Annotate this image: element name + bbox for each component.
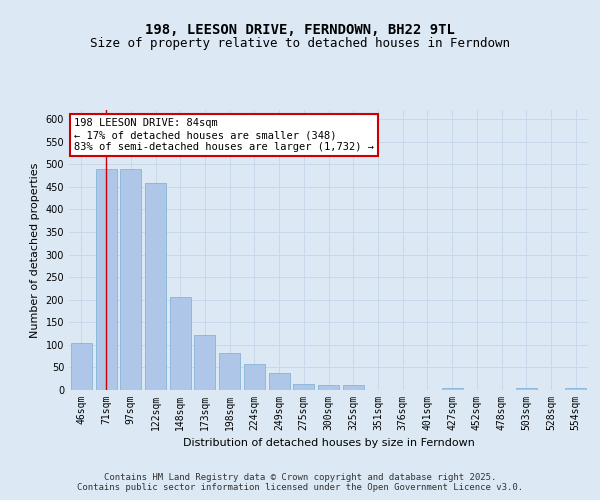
Text: Size of property relative to detached houses in Ferndown: Size of property relative to detached ho… bbox=[90, 38, 510, 51]
Bar bbox=[120, 168, 141, 390]
Text: 198, LEESON DRIVE, FERNDOWN, BH22 9TL: 198, LEESON DRIVE, FERNDOWN, BH22 9TL bbox=[145, 22, 455, 36]
Bar bbox=[442, 388, 463, 390]
Y-axis label: Number of detached properties: Number of detached properties bbox=[30, 162, 40, 338]
Bar bbox=[145, 183, 166, 390]
Bar bbox=[318, 386, 339, 390]
Bar bbox=[293, 384, 314, 390]
Bar bbox=[516, 388, 537, 390]
Bar bbox=[269, 373, 290, 390]
X-axis label: Distribution of detached houses by size in Ferndown: Distribution of detached houses by size … bbox=[182, 438, 475, 448]
Bar bbox=[219, 352, 240, 390]
Bar bbox=[170, 296, 191, 390]
Text: 198 LEESON DRIVE: 84sqm
← 17% of detached houses are smaller (348)
83% of semi-d: 198 LEESON DRIVE: 84sqm ← 17% of detache… bbox=[74, 118, 374, 152]
Bar bbox=[95, 168, 116, 390]
Bar bbox=[71, 342, 92, 390]
Bar bbox=[244, 364, 265, 390]
Bar bbox=[565, 388, 586, 390]
Bar bbox=[194, 335, 215, 390]
Text: Contains HM Land Registry data © Crown copyright and database right 2025.
Contai: Contains HM Land Registry data © Crown c… bbox=[77, 473, 523, 492]
Bar bbox=[343, 385, 364, 390]
